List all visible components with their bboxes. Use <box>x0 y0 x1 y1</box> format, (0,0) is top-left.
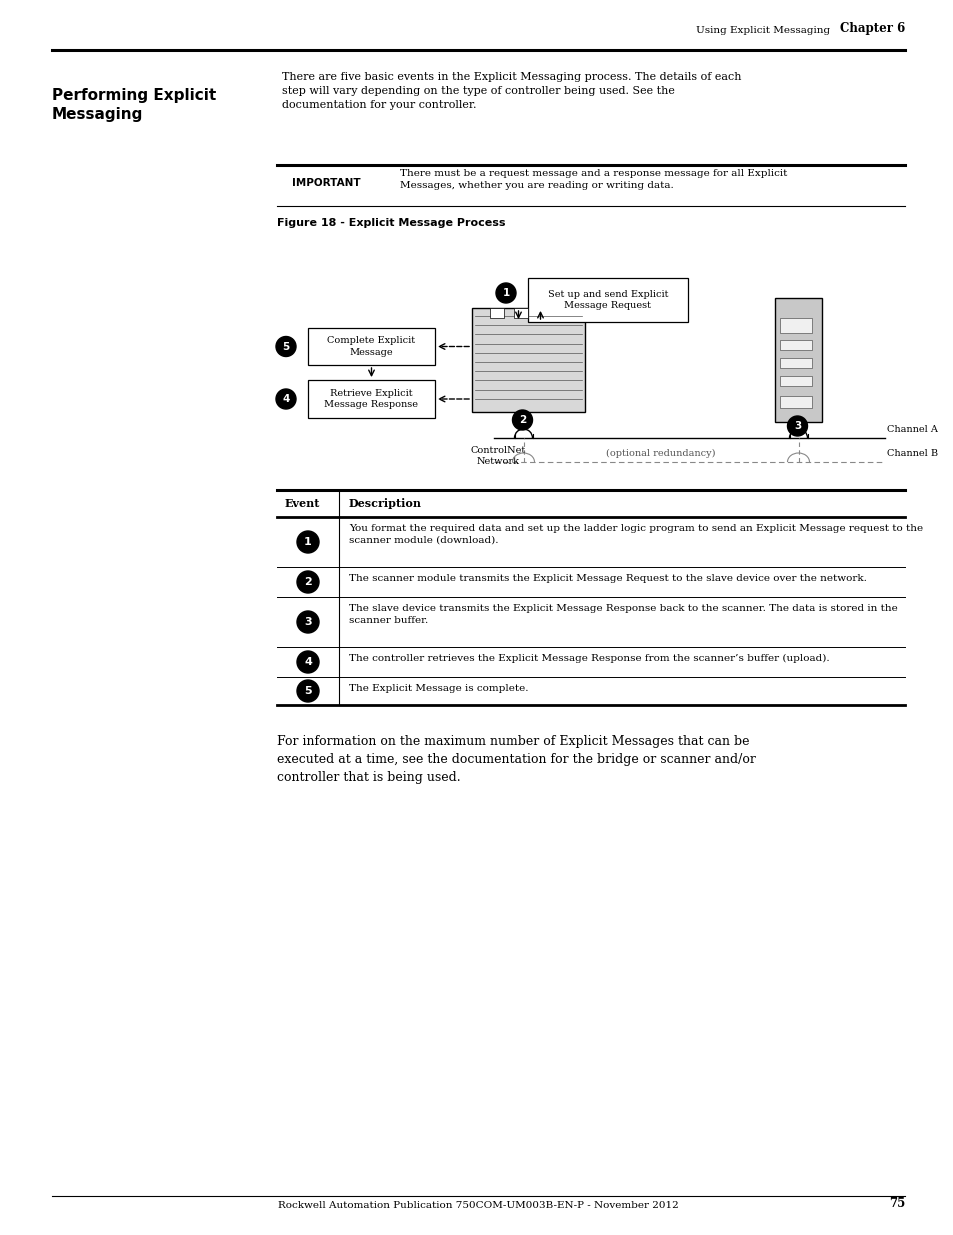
Bar <box>308 380 435 417</box>
Text: Figure 18 - Explicit Message Process: Figure 18 - Explicit Message Process <box>276 219 505 228</box>
Text: Performing Explicit
Messaging: Performing Explicit Messaging <box>52 88 216 122</box>
Bar <box>472 308 584 412</box>
Text: Using Explicit Messaging: Using Explicit Messaging <box>695 26 829 35</box>
Text: Description: Description <box>349 498 421 509</box>
Text: (optional redundancy): (optional redundancy) <box>605 448 715 458</box>
Text: 2: 2 <box>304 577 312 587</box>
Bar <box>780 396 811 408</box>
Text: 5: 5 <box>282 342 290 352</box>
Text: 3: 3 <box>793 421 801 431</box>
Bar <box>308 329 435 366</box>
Text: There must be a request message and a response message for all Explicit
Messages: There must be a request message and a re… <box>399 169 786 190</box>
Bar <box>780 340 811 350</box>
Circle shape <box>296 531 318 553</box>
Circle shape <box>296 571 318 593</box>
Bar <box>780 375 811 387</box>
Text: IMPORTANT: IMPORTANT <box>292 178 360 188</box>
Circle shape <box>296 651 318 673</box>
Text: The controller retrieves the Explicit Message Response from the scanner’s buffer: The controller retrieves the Explicit Me… <box>349 655 829 663</box>
Bar <box>774 298 821 422</box>
Text: The slave device transmits the Explicit Message Response back to the scanner. Th: The slave device transmits the Explicit … <box>349 604 897 625</box>
Text: The Explicit Message is complete.: The Explicit Message is complete. <box>349 684 528 693</box>
Circle shape <box>512 410 532 430</box>
Bar <box>514 308 527 317</box>
Bar <box>490 308 503 317</box>
Text: 1: 1 <box>304 537 312 547</box>
Text: Channel B: Channel B <box>886 450 937 458</box>
Circle shape <box>786 416 806 436</box>
Bar <box>527 278 687 322</box>
Text: 4: 4 <box>282 394 290 404</box>
Text: You format the required data and set up the ladder logic program to send an Expl: You format the required data and set up … <box>349 524 923 545</box>
Circle shape <box>275 336 295 357</box>
Text: There are five basic events in the Explicit Messaging process. The details of ea: There are five basic events in the Expli… <box>282 72 740 110</box>
Text: 1: 1 <box>502 288 509 298</box>
Text: Rockwell Automation Publication 750COM-UM003B-EN-P - November 2012: Rockwell Automation Publication 750COM-U… <box>278 1200 679 1210</box>
Text: ControlNet
Network: ControlNet Network <box>471 446 525 466</box>
Circle shape <box>296 680 318 701</box>
Text: Chapter 6: Chapter 6 <box>839 22 904 35</box>
Text: 3: 3 <box>304 618 312 627</box>
Text: Complete Explicit
Message: Complete Explicit Message <box>327 336 416 357</box>
Text: Retrieve Explicit
Message Response: Retrieve Explicit Message Response <box>324 389 418 409</box>
Text: Channel A: Channel A <box>886 425 937 433</box>
Bar <box>780 358 811 368</box>
Text: Set up and send Explicit
Message Request: Set up and send Explicit Message Request <box>547 290 667 310</box>
Text: For information on the maximum number of Explicit Messages that can be
executed : For information on the maximum number of… <box>276 735 755 784</box>
Text: 2: 2 <box>518 415 525 425</box>
Bar <box>780 317 811 333</box>
Text: 75: 75 <box>888 1197 904 1210</box>
Text: Event: Event <box>285 498 320 509</box>
Text: 5: 5 <box>304 685 312 697</box>
Text: 4: 4 <box>304 657 312 667</box>
Circle shape <box>275 389 295 409</box>
Text: The scanner module transmits the Explicit Message Request to the slave device ov: The scanner module transmits the Explici… <box>349 574 866 583</box>
Circle shape <box>496 283 516 303</box>
Circle shape <box>296 611 318 634</box>
